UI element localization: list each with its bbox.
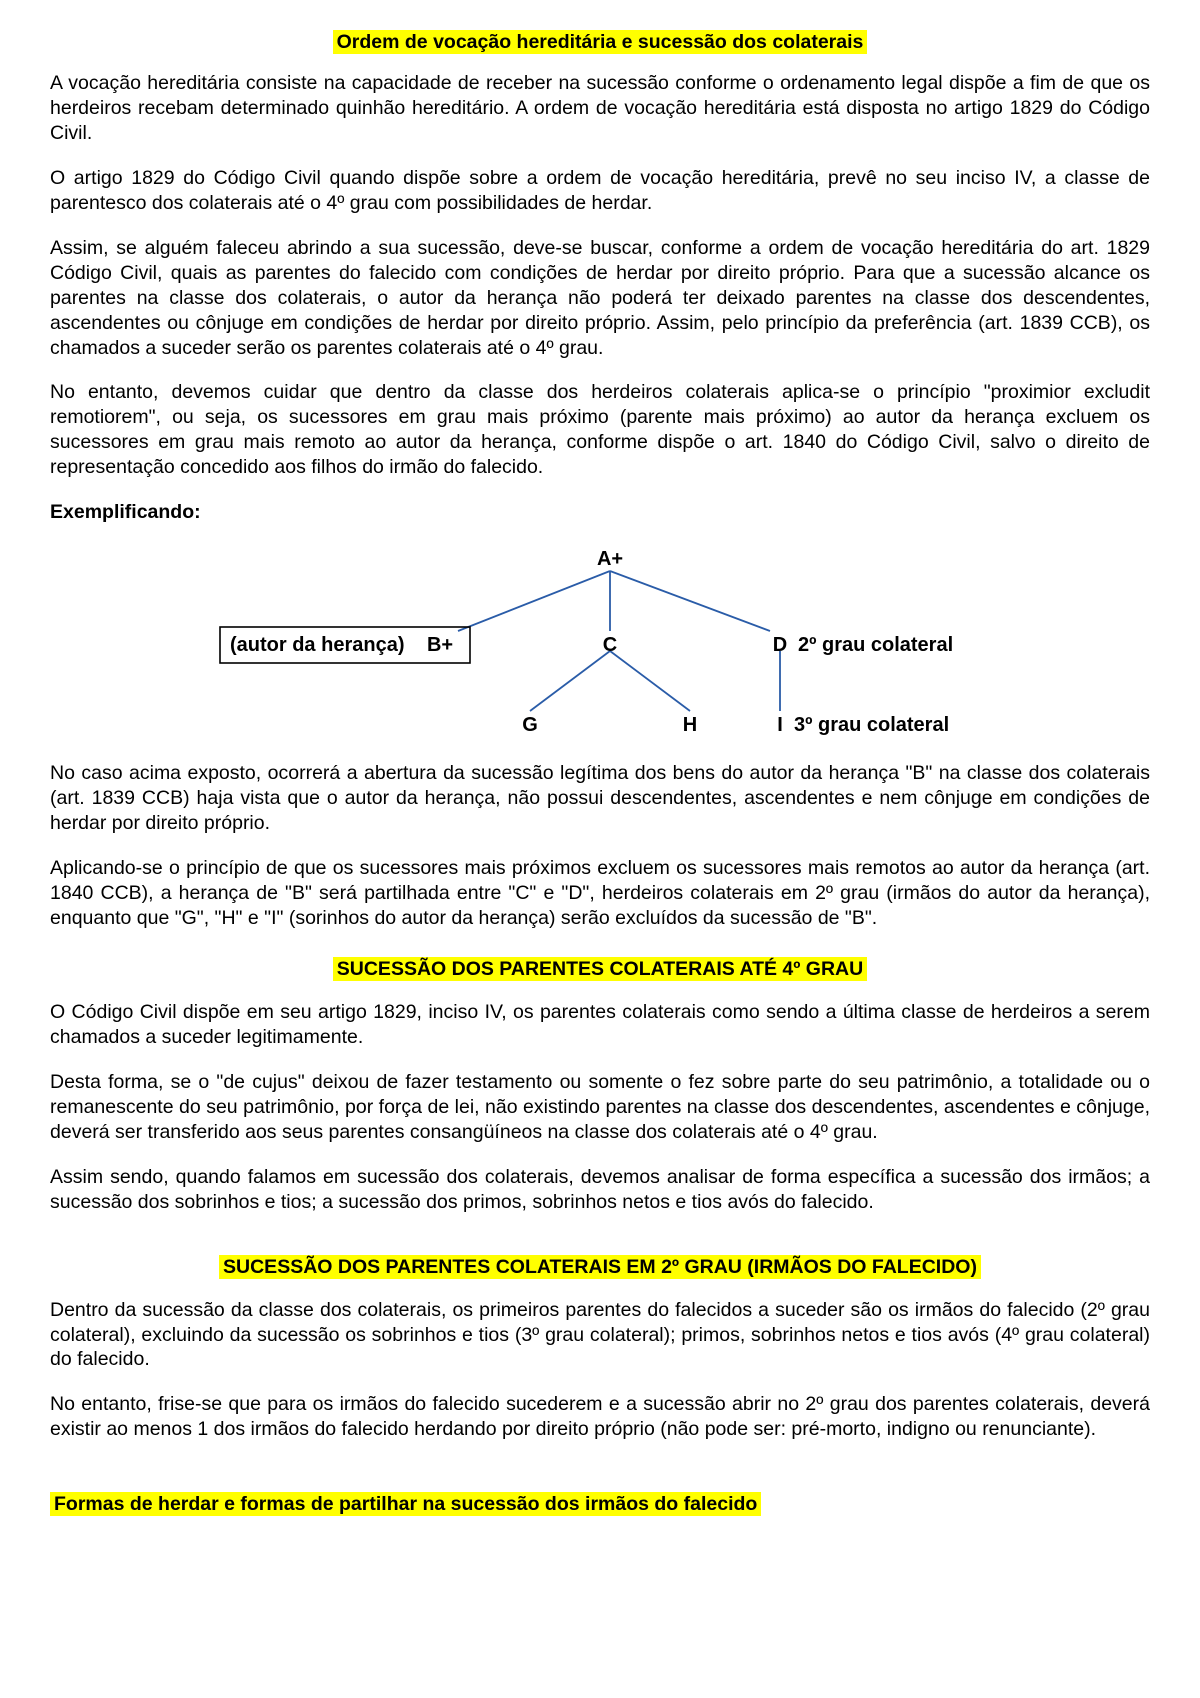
svg-text:H: H <box>683 714 697 736</box>
paragraph-8: Desta forma, se o "de cujus" deixou de f… <box>50 1070 1150 1145</box>
heading-2: SUCESSÃO DOS PARENTES COLATERAIS ATÉ 4º … <box>50 957 1150 982</box>
paragraph-3: Assim, se alguém faleceu abrindo a sua s… <box>50 236 1150 361</box>
paragraph-5: No caso acima exposto, ocorrerá a abertu… <box>50 761 1150 836</box>
exemplificando-label: Exemplificando: <box>50 500 1150 525</box>
heading-1: Ordem de vocação hereditária e sucessão … <box>50 30 1150 55</box>
paragraph-4: No entanto, devemos cuidar que dentro da… <box>50 380 1150 480</box>
svg-text:C: C <box>603 634 617 656</box>
family-tree-diagram: A+ B+ C D G H I (autor da herança) 2º grau colat… <box>50 537 1150 747</box>
svg-text:(autor da herança): (autor da herança) <box>230 634 404 656</box>
heading-2-text: SUCESSÃO DOS PARENTES COLATERAIS ATÉ 4º … <box>333 957 867 981</box>
paragraph-2: O artigo 1829 do Código Civil quando dis… <box>50 166 1150 216</box>
paragraph-6: Aplicando-se o princípio de que os suces… <box>50 856 1150 931</box>
heading-4-text: Formas de herdar e formas de partilhar n… <box>50 1492 761 1516</box>
heading-3: SUCESSÃO DOS PARENTES COLATERAIS EM 2º G… <box>50 1255 1150 1280</box>
svg-text:3º grau colateral: 3º grau colateral <box>794 714 949 736</box>
paragraph-10: Dentro da sucessão da classe dos colater… <box>50 1298 1150 1373</box>
svg-text:G: G <box>522 714 538 736</box>
paragraph-1: A vocação hereditária consiste na capaci… <box>50 71 1150 146</box>
paragraph-7: O Código Civil dispõe em seu artigo 1829… <box>50 1000 1150 1050</box>
svg-text:A+: A+ <box>597 548 623 570</box>
heading-4: Formas de herdar e formas de partilhar n… <box>50 1492 1150 1517</box>
heading-1-text: Ordem de vocação hereditária e sucessão … <box>333 30 868 54</box>
svg-text:B+: B+ <box>427 634 453 656</box>
svg-text:2º grau colateral: 2º grau colateral <box>798 634 953 656</box>
paragraph-11: No entanto, frise-se que para os irmãos … <box>50 1392 1150 1442</box>
svg-text:I: I <box>777 714 783 736</box>
paragraph-9: Assim sendo, quando falamos em sucessão … <box>50 1165 1150 1215</box>
svg-text:D: D <box>773 634 787 656</box>
heading-3-text: SUCESSÃO DOS PARENTES COLATERAIS EM 2º G… <box>219 1255 981 1279</box>
